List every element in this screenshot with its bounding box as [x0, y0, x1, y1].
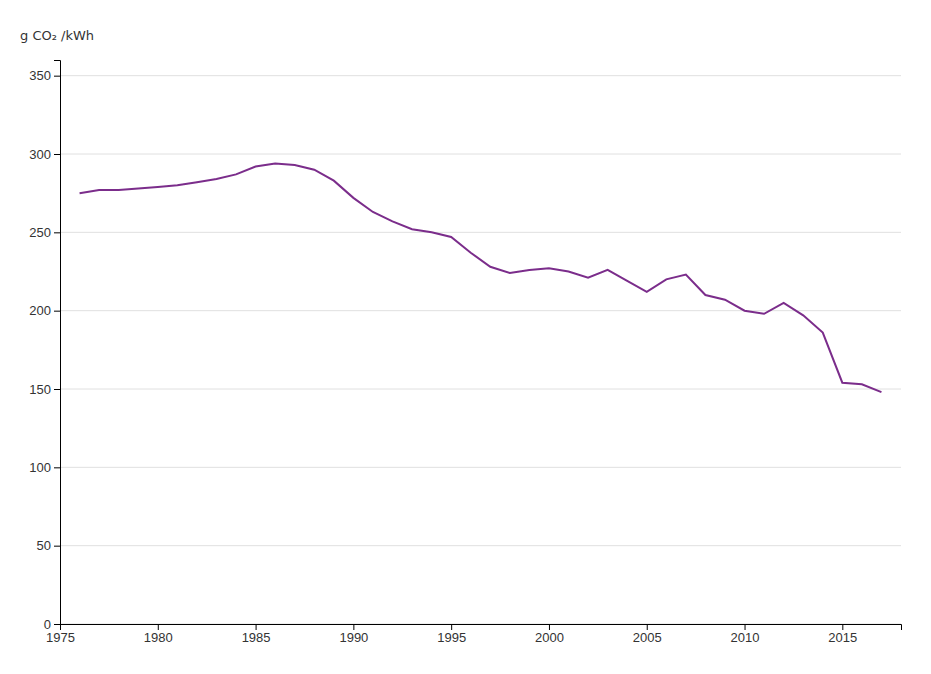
- y-tick: 50: [37, 538, 60, 553]
- x-tick-label: 2015: [828, 630, 857, 645]
- x-tick-label: 1995: [437, 630, 466, 645]
- y-tick-mark: [54, 76, 60, 77]
- y-tick-label: 150: [29, 382, 51, 397]
- y-tick: 150: [29, 382, 60, 397]
- y-tick-mark: [54, 311, 60, 312]
- y-tick: 250: [29, 225, 60, 240]
- y-tick-label: 100: [29, 460, 51, 475]
- y-tick-mark: [54, 624, 60, 625]
- y-tick: 0: [44, 617, 60, 632]
- y-tick-mark: [54, 389, 60, 390]
- plot: 1975 1980 1985 1990 1995 2000 2005 2010 2015 0 50 1…: [29, 61, 901, 646]
- y-tick-mark: [54, 232, 60, 233]
- x-tick-mark: [745, 624, 746, 630]
- x-tick: 1985: [242, 624, 271, 645]
- x-axis-line: [61, 625, 902, 631]
- y-axis-label: g CO₂ /kWh: [20, 28, 94, 43]
- x-tick-mark: [842, 624, 843, 630]
- grid-line: [60, 545, 901, 546]
- y-tick: 100: [29, 460, 60, 475]
- y-tick-label: 300: [29, 147, 51, 162]
- marks: [80, 163, 882, 392]
- y-tick-label: 250: [29, 225, 51, 240]
- chart: 1975 1980 1985 1990 1995 2000 2005 2010 2015 0 50 1…: [0, 0, 931, 674]
- x-tick-mark: [451, 624, 452, 630]
- x-tick: 1980: [144, 624, 173, 645]
- x-tick-label: 1990: [339, 630, 368, 645]
- grid-line: [60, 310, 901, 311]
- x-tick: 2005: [633, 624, 662, 645]
- x-tick-mark: [549, 624, 550, 630]
- grid-line: [60, 232, 901, 233]
- x-tick: 2000: [535, 624, 564, 645]
- grid: [60, 76, 901, 624]
- y-tick: 200: [29, 303, 60, 318]
- y-axis: 0 50 100 150 200 250 300 350: [29, 61, 60, 632]
- x-tick-mark: [353, 624, 354, 630]
- y-tick: 350: [29, 68, 60, 83]
- y-axis-line: [54, 61, 61, 625]
- x-axis: 1975 1980 1985 1990 1995 2000 2005 2010 2015: [46, 624, 901, 645]
- line: [80, 163, 882, 392]
- x-tick-label: 2005: [633, 630, 662, 645]
- y-tick-label: 50: [37, 538, 51, 553]
- grid-line: [60, 154, 901, 155]
- x-tick-label: 2000: [535, 630, 564, 645]
- y-tick-mark: [54, 154, 60, 155]
- x-tick-label: 2010: [731, 630, 760, 645]
- y-tick-label: 200: [29, 303, 51, 318]
- x-tick-label: 1980: [144, 630, 173, 645]
- y-tick-label: 0: [44, 617, 51, 632]
- x-tick-label: 1975: [46, 630, 75, 645]
- x-tick: 2010: [731, 624, 760, 645]
- x-tick-mark: [647, 624, 648, 630]
- y-tick-mark: [54, 546, 60, 547]
- grid-line: [60, 75, 901, 76]
- x-tick: 2015: [828, 624, 857, 645]
- grid-line: [60, 467, 901, 468]
- x-tick: 1995: [437, 624, 466, 645]
- x-tick: 1990: [339, 624, 368, 645]
- x-tick-mark: [256, 624, 257, 630]
- grid-line: [60, 389, 901, 390]
- y-tick-mark: [54, 467, 60, 468]
- x-tick-label: 1985: [242, 630, 271, 645]
- x-tick-mark: [158, 624, 159, 630]
- y-tick: 300: [29, 147, 60, 162]
- y-tick-label: 350: [29, 68, 51, 83]
